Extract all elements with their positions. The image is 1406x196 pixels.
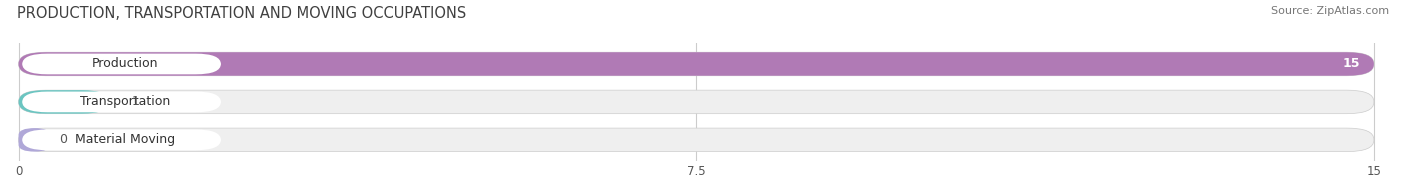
- FancyBboxPatch shape: [18, 90, 1374, 114]
- Text: Material Moving: Material Moving: [75, 133, 176, 146]
- FancyBboxPatch shape: [18, 90, 108, 114]
- Text: 1: 1: [132, 95, 139, 108]
- Text: Production: Production: [91, 57, 159, 71]
- Text: 0: 0: [59, 133, 67, 146]
- FancyBboxPatch shape: [18, 128, 1374, 152]
- Text: PRODUCTION, TRANSPORTATION AND MOVING OCCUPATIONS: PRODUCTION, TRANSPORTATION AND MOVING OC…: [17, 6, 467, 21]
- Text: Source: ZipAtlas.com: Source: ZipAtlas.com: [1271, 6, 1389, 16]
- Text: 15: 15: [1343, 57, 1361, 71]
- FancyBboxPatch shape: [18, 52, 1374, 76]
- FancyBboxPatch shape: [22, 92, 221, 112]
- Text: Transportation: Transportation: [80, 95, 170, 108]
- FancyBboxPatch shape: [22, 130, 221, 150]
- FancyBboxPatch shape: [18, 128, 51, 152]
- FancyBboxPatch shape: [22, 54, 221, 74]
- FancyBboxPatch shape: [18, 52, 1374, 76]
